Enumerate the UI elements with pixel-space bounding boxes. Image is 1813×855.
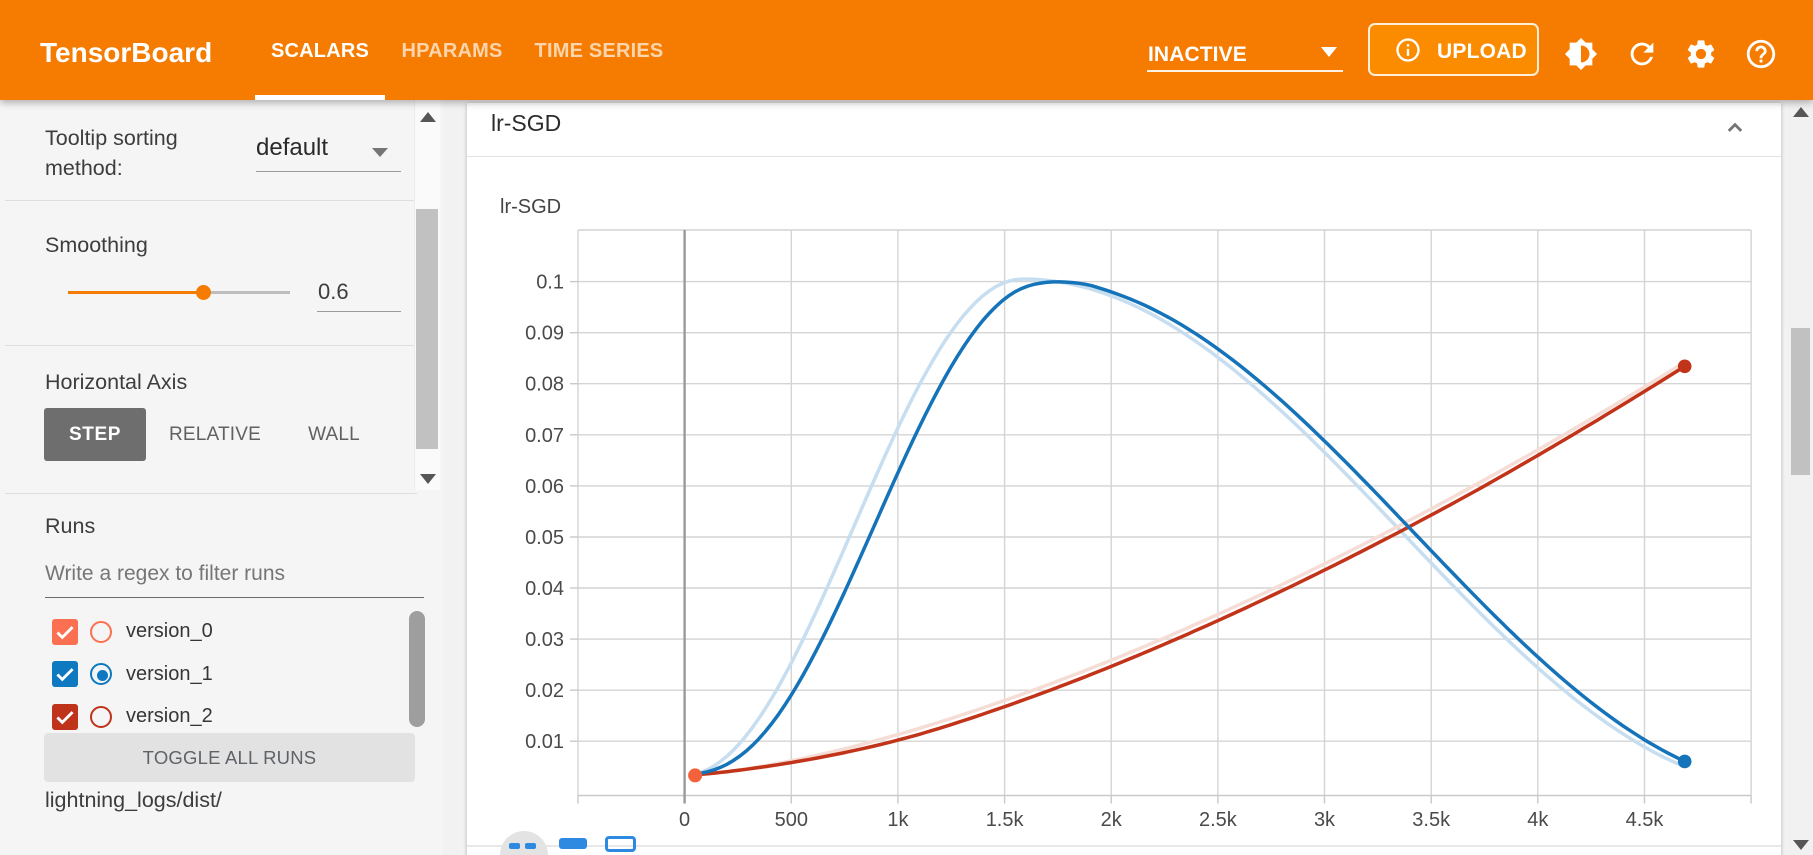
svg-text:4.5k: 4.5k xyxy=(1626,809,1665,831)
svg-text:0.01: 0.01 xyxy=(525,731,564,753)
svg-text:3.5k: 3.5k xyxy=(1412,809,1451,831)
svg-text:1k: 1k xyxy=(887,809,909,831)
svg-text:1.5k: 1.5k xyxy=(986,809,1025,831)
svg-text:2k: 2k xyxy=(1101,809,1123,831)
svg-text:2.5k: 2.5k xyxy=(1199,809,1238,831)
svg-text:500: 500 xyxy=(775,809,808,831)
svg-text:0.03: 0.03 xyxy=(525,629,564,651)
svg-text:0.07: 0.07 xyxy=(525,425,564,447)
svg-text:0.02: 0.02 xyxy=(525,680,564,702)
svg-text:0.08: 0.08 xyxy=(525,374,564,396)
svg-text:4k: 4k xyxy=(1527,809,1549,831)
svg-text:0.05: 0.05 xyxy=(525,527,564,549)
svg-text:0.06: 0.06 xyxy=(525,476,564,498)
svg-text:0.09: 0.09 xyxy=(525,323,564,345)
svg-text:0: 0 xyxy=(679,809,690,831)
svg-text:3k: 3k xyxy=(1314,809,1336,831)
svg-text:0.04: 0.04 xyxy=(525,578,564,600)
svg-text:0.1: 0.1 xyxy=(536,272,564,294)
